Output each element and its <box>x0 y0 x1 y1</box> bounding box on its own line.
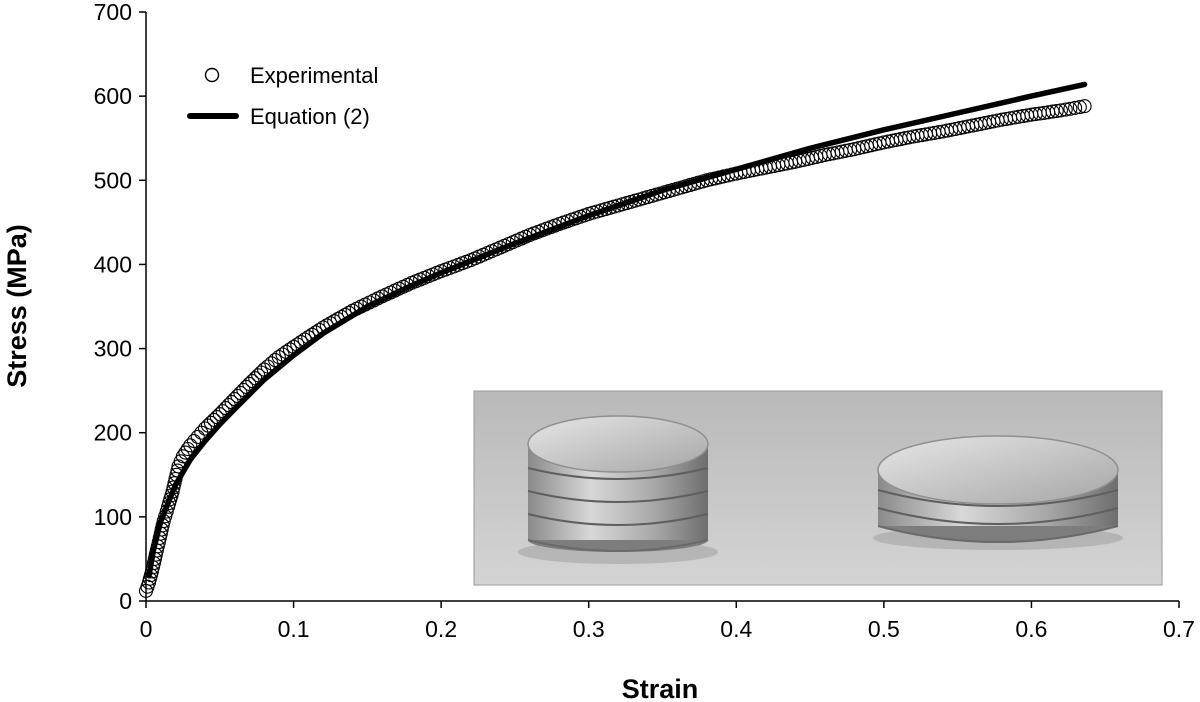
x-tick-label: 0.6 <box>1015 616 1047 642</box>
series-equation-2 <box>146 81 1088 579</box>
experimental-point <box>183 438 198 453</box>
axis-ticks: 0 0.1 0.2 0.3 0.4 0.5 0.6 0.7 0 100 200 300 400 500 60… <box>94 0 1195 642</box>
y-tick-label: 400 <box>94 251 132 277</box>
x-tick-label: 0.4 <box>720 616 752 642</box>
experimental-point <box>1077 99 1092 114</box>
x-tick-label: 0.5 <box>868 616 900 642</box>
experimental-point <box>1068 100 1083 115</box>
legend-marker-experimental <box>204 67 220 83</box>
disc-stack-flat-icon <box>877 435 1119 543</box>
x-tick-label: 0.7 <box>1163 616 1195 642</box>
x-tick-label: 0.3 <box>573 616 605 642</box>
legend-label-experimental: Experimental <box>250 63 378 88</box>
experimental-point <box>203 415 218 430</box>
experimental-point <box>190 429 205 444</box>
experimental-point <box>1053 103 1068 118</box>
y-tick-label: 600 <box>94 83 132 109</box>
y-axis-title: Stress (MPa) <box>2 224 32 388</box>
x-tick-label: 0.1 <box>278 616 310 642</box>
experimental-point <box>175 449 190 464</box>
y-tick-label: 500 <box>94 167 132 193</box>
y-tick-label: 700 <box>94 0 132 25</box>
experimental-point <box>1063 101 1078 116</box>
experimental-point <box>1058 102 1073 117</box>
disc-stack-tall-icon <box>527 415 709 552</box>
experimental-point <box>178 445 193 460</box>
experimental-point <box>1072 100 1087 115</box>
y-tick-label: 100 <box>94 504 132 530</box>
y-tick-label: 200 <box>94 420 132 446</box>
equation-2-line <box>146 81 1088 579</box>
experimental-point <box>271 349 286 365</box>
experimental-point <box>242 376 257 391</box>
x-tick-label: 0 <box>140 616 153 642</box>
x-axis-title: Strain <box>622 674 699 702</box>
experimental-point <box>197 421 213 436</box>
experimental-point <box>200 418 216 433</box>
x-tick-label: 0.2 <box>425 616 457 642</box>
experimental-point <box>268 353 283 368</box>
inset-photo <box>473 390 1163 586</box>
experimental-point <box>186 434 202 449</box>
legend: Experimental Equation (2) <box>187 63 378 129</box>
y-tick-label: 300 <box>94 336 132 362</box>
y-tick-label: 0 <box>119 588 132 614</box>
series-experimental <box>138 99 1092 598</box>
plot-axes <box>145 12 1179 602</box>
legend-label-equation-2: Equation (2) <box>250 104 370 129</box>
experimental-point <box>1049 103 1064 119</box>
